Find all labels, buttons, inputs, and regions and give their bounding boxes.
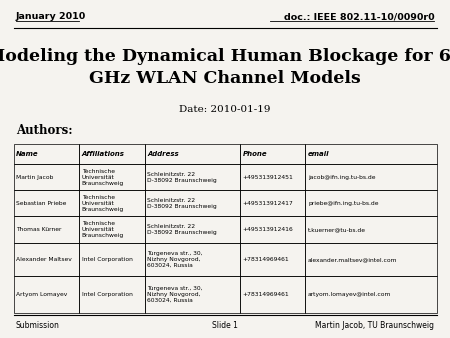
Bar: [144, 243, 240, 276]
Text: Turgeneva str., 30,
Nizhny Novgorod,
603024, Russia: Turgeneva str., 30, Nizhny Novgorod, 603…: [147, 251, 203, 268]
Bar: [240, 190, 306, 216]
Text: +495313912417: +495313912417: [243, 201, 293, 206]
Bar: [14, 144, 79, 164]
Bar: [306, 190, 436, 216]
Text: Technische
Universität
Braunschweig: Technische Universität Braunschweig: [82, 195, 124, 212]
Bar: [14, 190, 79, 216]
Text: Date: 2010-01-19: Date: 2010-01-19: [179, 105, 271, 114]
Text: +78314969461: +78314969461: [243, 257, 289, 262]
Bar: [240, 276, 306, 313]
Bar: [240, 216, 306, 243]
Text: Schleinitzstr. 22
D-38092 Braunschweig: Schleinitzstr. 22 D-38092 Braunschweig: [147, 198, 217, 209]
Bar: [79, 276, 144, 313]
Bar: [144, 216, 240, 243]
Text: Artyom Lomayev: Artyom Lomayev: [16, 292, 68, 297]
Text: Thomas Kürner: Thomas Kürner: [16, 227, 62, 232]
Bar: [79, 243, 144, 276]
Text: Authors:: Authors:: [16, 124, 72, 137]
Bar: [14, 243, 79, 276]
Bar: [144, 144, 240, 164]
Bar: [14, 164, 79, 190]
Text: Phone: Phone: [243, 151, 267, 157]
Text: +78314969461: +78314969461: [243, 292, 289, 297]
Bar: [306, 144, 436, 164]
Text: +495313912416: +495313912416: [243, 227, 293, 232]
Bar: [306, 243, 436, 276]
Text: priebe@ifn.ing.tu-bs.de: priebe@ifn.ing.tu-bs.de: [308, 201, 378, 206]
Bar: [79, 164, 144, 190]
Text: alexander.maltsev@intel.com: alexander.maltsev@intel.com: [308, 257, 397, 262]
Bar: [79, 144, 144, 164]
Text: t.kuerner@tu-bs.de: t.kuerner@tu-bs.de: [308, 227, 366, 232]
Bar: [240, 164, 306, 190]
Bar: [14, 216, 79, 243]
Bar: [240, 144, 306, 164]
Text: Martin Jacob: Martin Jacob: [16, 174, 54, 179]
Bar: [306, 276, 436, 313]
Text: email: email: [308, 151, 329, 157]
Text: artyom.lomayev@intel.com: artyom.lomayev@intel.com: [308, 292, 392, 297]
Text: Address: Address: [147, 151, 179, 157]
Text: Technische
Universität
Braunschweig: Technische Universität Braunschweig: [82, 221, 124, 238]
Text: Intel Corporation: Intel Corporation: [82, 257, 133, 262]
Text: Alexander Maltsev: Alexander Maltsev: [16, 257, 72, 262]
Bar: [79, 190, 144, 216]
Text: Technische
Universität
Braunschweig: Technische Universität Braunschweig: [82, 169, 124, 186]
Text: Slide 1: Slide 1: [212, 321, 238, 330]
Text: Martin Jacob, TU Braunschweig: Martin Jacob, TU Braunschweig: [315, 321, 434, 330]
Text: Turgeneva str., 30,
Nizhny Novgorod,
603024, Russia: Turgeneva str., 30, Nizhny Novgorod, 603…: [147, 286, 203, 303]
Text: doc.: IEEE 802.11-10/0090r0: doc.: IEEE 802.11-10/0090r0: [284, 13, 434, 21]
Text: jacob@ifn.ing.tu-bs.de: jacob@ifn.ing.tu-bs.de: [308, 174, 376, 179]
Text: Modeling the Dynamical Human Blockage for 60
GHz WLAN Channel Models: Modeling the Dynamical Human Blockage fo…: [0, 48, 450, 87]
Text: Submission: Submission: [16, 321, 59, 330]
Bar: [14, 276, 79, 313]
Bar: [79, 216, 144, 243]
Text: Schleinitzstr. 22
D-38092 Braunschweig: Schleinitzstr. 22 D-38092 Braunschweig: [147, 171, 217, 183]
Bar: [144, 276, 240, 313]
Text: Intel Corporation: Intel Corporation: [82, 292, 133, 297]
Bar: [144, 164, 240, 190]
Text: Name: Name: [16, 151, 39, 157]
Text: +495313912451: +495313912451: [243, 174, 293, 179]
Text: January 2010: January 2010: [16, 13, 86, 21]
Bar: [144, 190, 240, 216]
Text: Sebastian Priebe: Sebastian Priebe: [16, 201, 67, 206]
Text: Affiliations: Affiliations: [82, 151, 125, 157]
Text: Schleinitzstr. 22
D-38092 Braunschweig: Schleinitzstr. 22 D-38092 Braunschweig: [147, 224, 217, 235]
Bar: [240, 243, 306, 276]
Bar: [306, 164, 436, 190]
Bar: [306, 216, 436, 243]
